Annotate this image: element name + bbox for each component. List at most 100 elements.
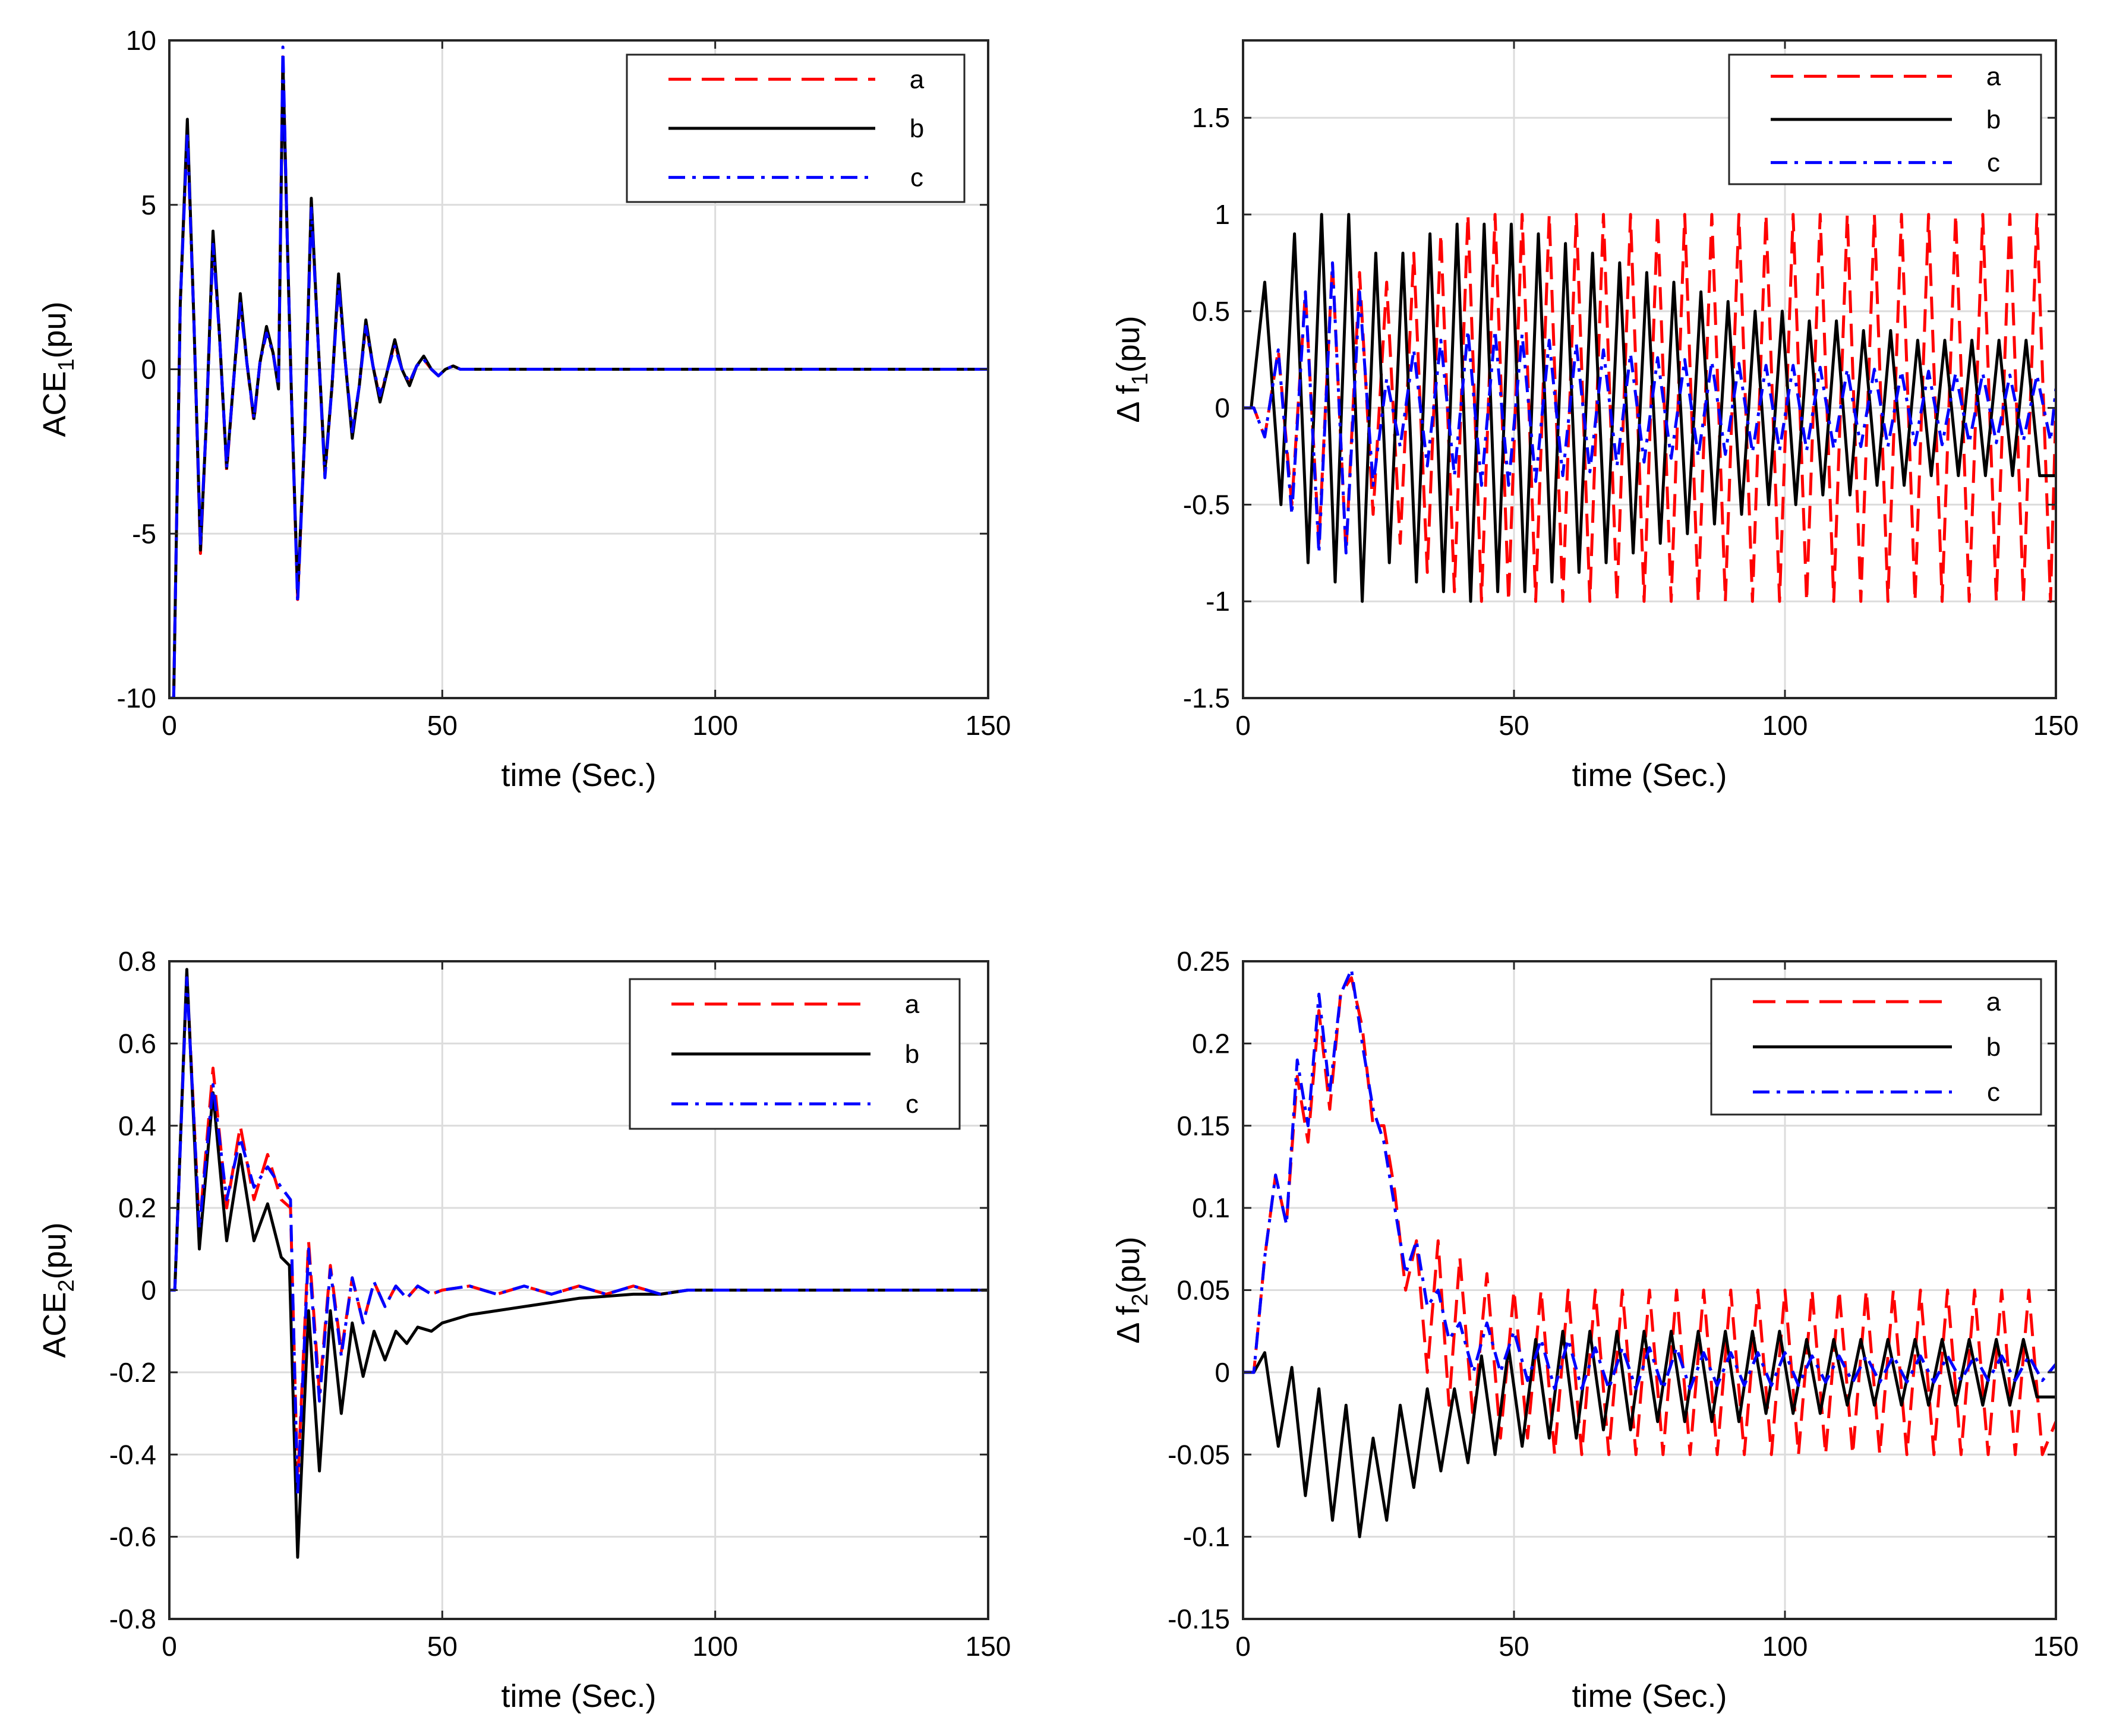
series-group (1243, 213, 2056, 603)
x-axis-label: time (Sec.) (501, 1678, 656, 1714)
legend-label-c: c (906, 1090, 919, 1119)
legend-label-a: a (1986, 62, 2001, 91)
y-tick-label: 0 (1215, 1357, 1230, 1388)
y-label-unit: (pu) (37, 301, 72, 358)
x-tick-label: 100 (1762, 1631, 1808, 1662)
y-label-prefix: Δ (1111, 394, 1146, 423)
series-line-c (1243, 261, 2056, 555)
y-tick-label: 0.5 (1192, 296, 1230, 327)
chart-panel-df1: 0 50 100 150 -1.5 -1 -0.5 0 0.5 1 1.5 time (Sec.) Δ … (1111, 39, 2079, 793)
y-tick-label: 0 (141, 1275, 156, 1306)
y-label-unit: (pu) (37, 1222, 72, 1279)
series-line-a (1243, 976, 2056, 1456)
y-tick-label: -1 (1206, 586, 1230, 617)
y-tick-label: 1.5 (1192, 102, 1230, 133)
y-tick-label: 5 (141, 190, 156, 220)
legend: abc (1728, 53, 2042, 185)
series-line-c (169, 45, 988, 698)
y-axis-label: ACE2(pu) (37, 1222, 79, 1358)
y-label-main: f (1111, 385, 1146, 394)
legend-label-c: c (910, 163, 923, 192)
legend-label-a: a (910, 65, 925, 94)
series-group (169, 45, 988, 698)
y-label-subscript: 1 (54, 358, 79, 371)
x-axis-label: time (Sec.) (501, 757, 656, 793)
y-tick-label: 10 (126, 25, 156, 56)
y-label-main: ACE (37, 371, 72, 437)
chart-panel-ace1: 0 50 100 150 -10 -5 0 5 10 time (Sec.) ACE1(pu) abc (37, 25, 1011, 793)
y-tick-label: -0.5 (1183, 489, 1230, 520)
y-label-prefix: Δ (1111, 1315, 1146, 1344)
y-label-unit: (pu) (1111, 315, 1146, 373)
y-tick-label: -0.05 (1168, 1439, 1230, 1470)
legend-label-a: a (1986, 987, 2001, 1017)
x-tick-label: 50 (1499, 1631, 1529, 1662)
y-tick-label: 0 (141, 354, 156, 385)
x-tick-label: 100 (692, 710, 738, 741)
series-line-b (1243, 1330, 2056, 1539)
y-tick-label: 0.25 (1176, 946, 1230, 977)
legend-label-b: b (910, 114, 924, 143)
y-label-subscript: 2 (54, 1279, 79, 1292)
series-group (169, 968, 988, 1559)
y-tick-label: -0.1 (1183, 1522, 1230, 1552)
y-label-main: f (1111, 1306, 1146, 1315)
y-tick-label: 0.1 (1192, 1192, 1230, 1223)
y-axis-label: ACE1(pu) (37, 301, 79, 437)
legend-label-b: b (905, 1040, 919, 1069)
y-tick-label: -1.5 (1183, 683, 1230, 714)
x-tick-label: 100 (1762, 710, 1808, 741)
series-group (1243, 968, 2056, 1539)
chart-panel-df2: 0 50 100 150 -0.15 -0.1 -0.05 0 0.05 0.1 0.15 0.2 0.… (1111, 946, 2078, 1714)
x-tick-label: 0 (1235, 710, 1251, 741)
legend-label-c: c (1987, 149, 2000, 178)
legend: abc (1710, 978, 2042, 1116)
legend: abc (626, 53, 966, 203)
y-axis-label: Δ f2(pu) (1111, 1236, 1153, 1343)
y-label-subscript: 1 (1128, 373, 1153, 385)
series-line-b (1243, 213, 2056, 603)
series-line-c (1243, 968, 2056, 1391)
y-tick-label: 0.4 (118, 1110, 156, 1141)
legend-label-a: a (905, 990, 920, 1019)
y-tick-label: 0.15 (1176, 1110, 1230, 1141)
axes-frame (1242, 39, 2057, 699)
y-label-unit: (pu) (1111, 1236, 1146, 1293)
y-tick-label: -0.2 (109, 1357, 156, 1388)
y-tick-label: 0.2 (118, 1192, 156, 1223)
y-tick-label: -5 (132, 518, 156, 549)
legend: abc (629, 978, 961, 1130)
x-axis-label: time (Sec.) (1572, 1678, 1727, 1714)
y-tick-label: -0.6 (109, 1522, 156, 1552)
y-tick-label: 0 (1215, 393, 1230, 424)
y-tick-label: 1 (1215, 199, 1230, 230)
y-axis-label: Δ f1(pu) (1111, 315, 1153, 422)
legend-label-b: b (1986, 1033, 2001, 1062)
y-tick-label: -0.8 (109, 1604, 156, 1634)
x-tick-label: 150 (2033, 710, 2079, 741)
chart-panel-ace2: 0 50 100 150 -0.8 -0.6 -0.4 -0.2 0 0.2 0.4 0.6 0.8 ti… (37, 946, 1011, 1714)
y-tick-label: -10 (117, 683, 156, 714)
y-tick-label: 0.2 (1192, 1028, 1230, 1059)
x-tick-label: 50 (1499, 710, 1529, 741)
series-line-b (169, 968, 988, 1559)
y-tick-label: 0.8 (118, 946, 156, 977)
x-tick-label: 0 (1235, 1631, 1251, 1662)
legend-label-b: b (1986, 105, 2001, 134)
x-tick-label: 150 (966, 1631, 1011, 1662)
series-line-a (1243, 213, 2056, 603)
x-tick-label: 0 (162, 1631, 177, 1662)
y-label-subscript: 2 (1128, 1293, 1153, 1306)
x-tick-label: 50 (427, 710, 458, 741)
legend-label-c: c (1987, 1078, 2000, 1107)
x-tick-label: 150 (2033, 1631, 2079, 1662)
y-tick-label: -0.4 (109, 1439, 156, 1470)
x-tick-label: 50 (427, 1631, 458, 1662)
x-axis-label: time (Sec.) (1572, 757, 1727, 793)
y-tick-label: -0.15 (1168, 1604, 1230, 1634)
x-tick-label: 0 (162, 710, 177, 741)
y-label-main: ACE (37, 1292, 72, 1358)
x-tick-label: 150 (966, 710, 1011, 741)
